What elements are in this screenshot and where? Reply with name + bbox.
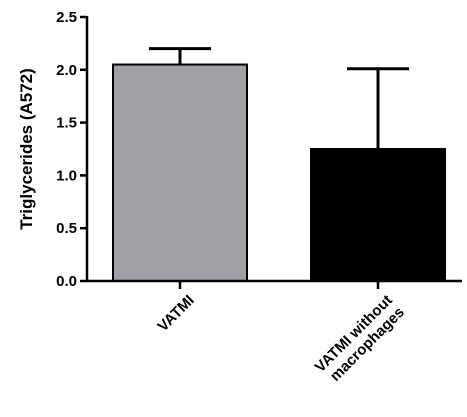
x-tick-label: VATMI xyxy=(154,292,197,335)
x-tick-label-line: VATMI xyxy=(154,292,197,335)
y-tick-label: 1.5 xyxy=(56,115,77,132)
bars xyxy=(112,63,446,282)
y-tick-label: 2.5 xyxy=(56,9,77,26)
y-tick-label: 0.0 xyxy=(56,273,77,290)
bar xyxy=(310,148,446,282)
error-bars xyxy=(149,47,409,149)
bar xyxy=(112,63,248,282)
y-axis-label: Triglycerides (A572) xyxy=(17,68,36,230)
y-axis-ticks: 0.0 0.5 1.0 1.5 2.0 2.5 xyxy=(56,9,87,290)
y-tick-label: 0.5 xyxy=(56,220,77,237)
y-tick-label: 2.0 xyxy=(56,62,77,79)
y-tick-label: 1.0 xyxy=(56,167,77,184)
